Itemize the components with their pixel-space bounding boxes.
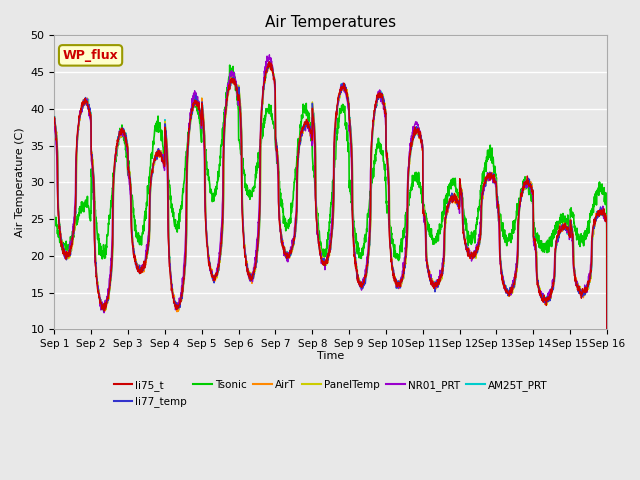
Legend: li75_t, li77_temp, Tsonic, AirT, PanelTemp, NR01_PRT, AM25T_PRT: li75_t, li77_temp, Tsonic, AirT, PanelTe… <box>109 376 552 411</box>
Title: Air Temperatures: Air Temperatures <box>265 15 396 30</box>
Text: WP_flux: WP_flux <box>63 49 118 62</box>
Y-axis label: Air Temperature (C): Air Temperature (C) <box>15 128 25 237</box>
X-axis label: Time: Time <box>317 350 344 360</box>
